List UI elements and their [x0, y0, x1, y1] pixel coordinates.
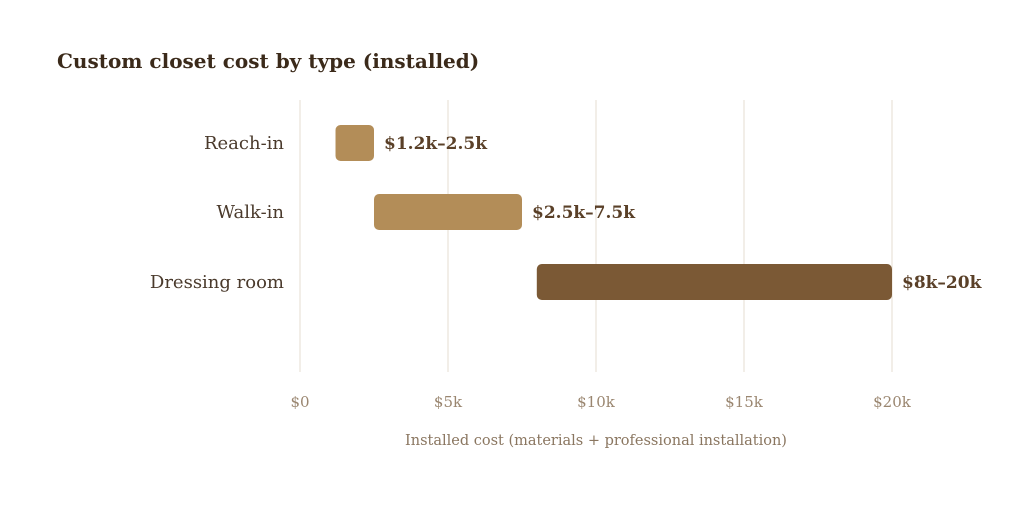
category-label-0: Reach-in [204, 133, 284, 154]
value-label-0: $1.2k–2.5k [384, 134, 488, 154]
bar-dressing-room [536, 264, 892, 300]
x-tick-label-2: $10k [577, 393, 616, 411]
x-tick-label-0: $0 [290, 393, 309, 411]
category-label-2: Dressing room [150, 272, 284, 293]
bar-walk-in [374, 194, 522, 230]
bar-reach-in [335, 125, 374, 161]
value-label-1: $2.5k–7.5k [532, 203, 636, 223]
chart-title: Custom closet cost by type (installed) [57, 49, 480, 73]
value-label-2: $8k–20k [902, 273, 983, 293]
x-axis-label: Installed cost (materials + professional… [405, 433, 787, 449]
category-label-1: Walk-in [217, 202, 285, 223]
x-tick-label-1: $5k [434, 393, 463, 411]
x-tick-label-3: $15k [725, 393, 764, 411]
x-tick-label-4: $20k [873, 393, 912, 411]
